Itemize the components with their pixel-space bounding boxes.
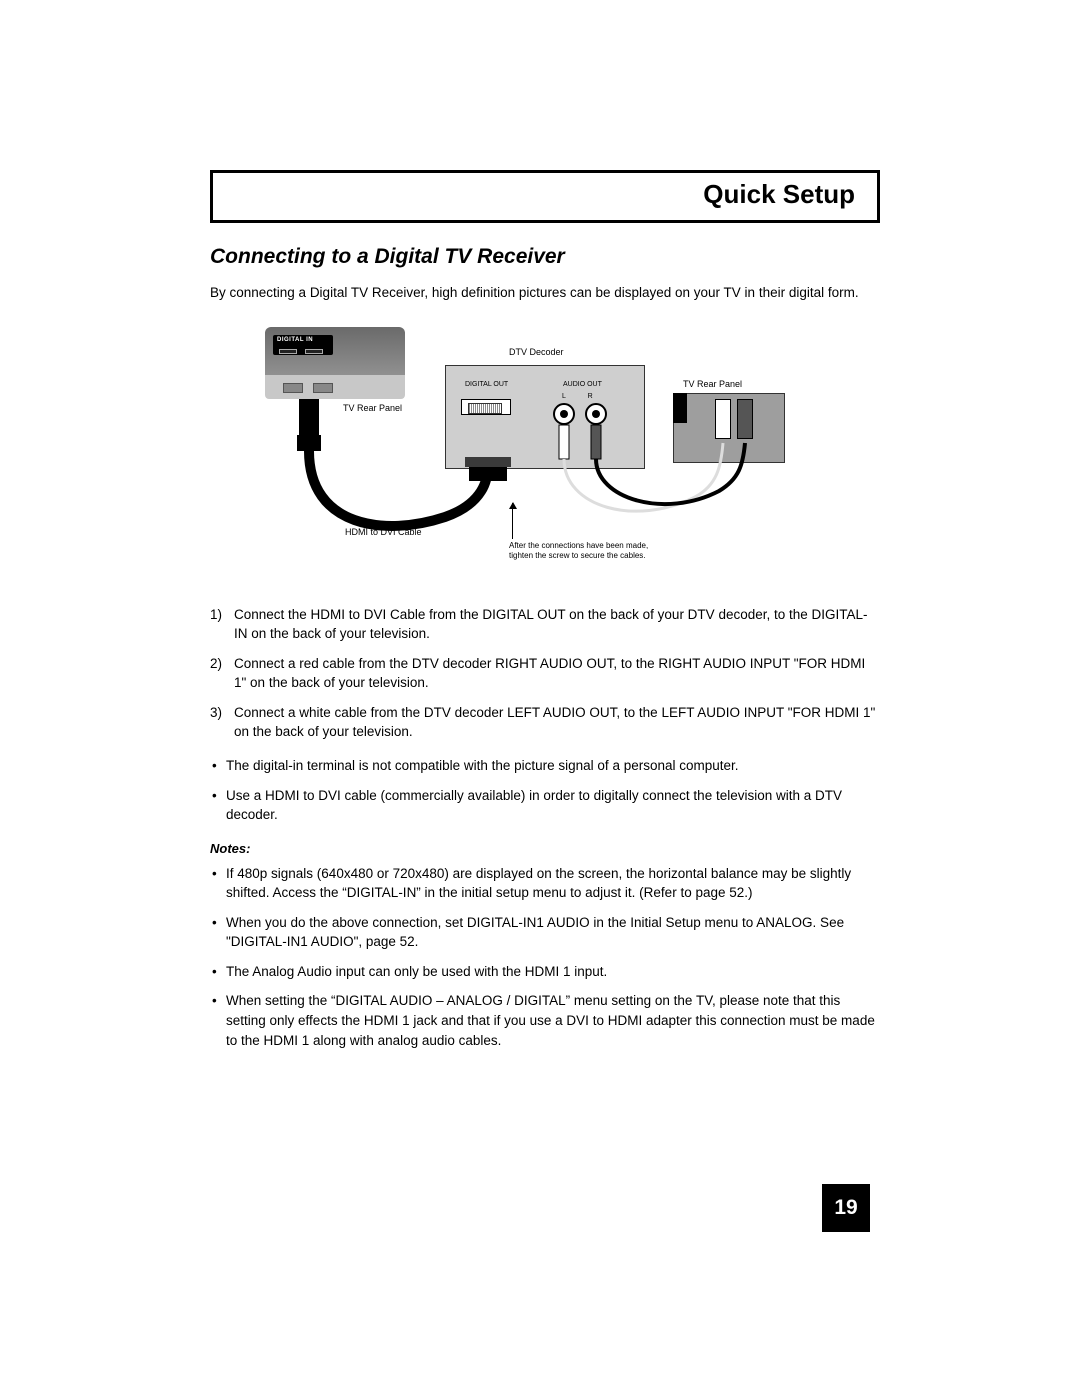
post-bullets: The digital-in terminal is not compatibl…: [210, 756, 880, 825]
rca-plug-white: [715, 399, 731, 439]
rca-plug-red: [737, 399, 753, 439]
step-1: 1)Connect the HDMI to DVI Cable from the…: [210, 605, 880, 644]
rca-right-jack: [585, 403, 607, 425]
tv-rear-label-left: TV Rear Panel: [343, 403, 402, 413]
note-2: When you do the above connection, set DI…: [210, 913, 880, 952]
dtv-decoder-title: DTV Decoder: [509, 347, 564, 357]
header-title: Quick Setup: [213, 179, 877, 210]
hdmi2-slot: [279, 349, 297, 354]
note-3: The Analog Audio input can only be used …: [210, 962, 880, 982]
hdmi1-slot: [305, 349, 323, 354]
screw-arrow: [512, 503, 513, 539]
hdmi-dvi-cable-label: HDMI to DVI Cable: [345, 527, 422, 537]
section-title: Connecting to a Digital TV Receiver: [210, 245, 880, 269]
panel-bottom-row: [265, 375, 405, 399]
note-1: If 480p signals (640x480 or 720x480) are…: [210, 864, 880, 903]
step-2: 2)Connect a red cable from the DTV decod…: [210, 654, 880, 693]
post-bullet-2: Use a HDMI to DVI cable (commercially av…: [210, 786, 880, 825]
tv-rear-label-right: TV Rear Panel: [683, 379, 742, 389]
tv-rear-panel-top: DIGITAL IN: [265, 327, 405, 387]
screw-note: After the connections have been made, ti…: [509, 541, 648, 562]
notes-header: Notes:: [210, 841, 880, 856]
digital-out-label: DIGITAL OUT: [465, 381, 508, 388]
page-number: 19: [822, 1184, 870, 1232]
intro-text: By connecting a Digital TV Receiver, hig…: [210, 283, 880, 303]
tv-rear-right-strip: [673, 393, 687, 423]
lr-label: L R: [562, 393, 603, 400]
rca-left-jack: [553, 403, 575, 425]
dvi-port: [461, 399, 511, 415]
header-box: Quick Setup: [210, 170, 880, 223]
step-3: 3)Connect a white cable from the DTV dec…: [210, 703, 880, 742]
post-bullet-1: The digital-in terminal is not compatibl…: [210, 756, 880, 776]
digital-in-label: DIGITAL IN: [277, 337, 313, 343]
note-4: When setting the “DIGITAL AUDIO – ANALOG…: [210, 991, 880, 1050]
connection-diagram: DIGITAL IN TV Rear Panel DTV Decoder DIG…: [265, 327, 825, 577]
notes-list: If 480p signals (640x480 or 720x480) are…: [210, 864, 880, 1051]
steps-list: 1)Connect the HDMI to DVI Cable from the…: [210, 605, 880, 742]
page-content: Quick Setup Connecting to a Digital TV R…: [210, 170, 880, 1066]
audio-out-label: AUDIO OUT: [563, 381, 602, 388]
